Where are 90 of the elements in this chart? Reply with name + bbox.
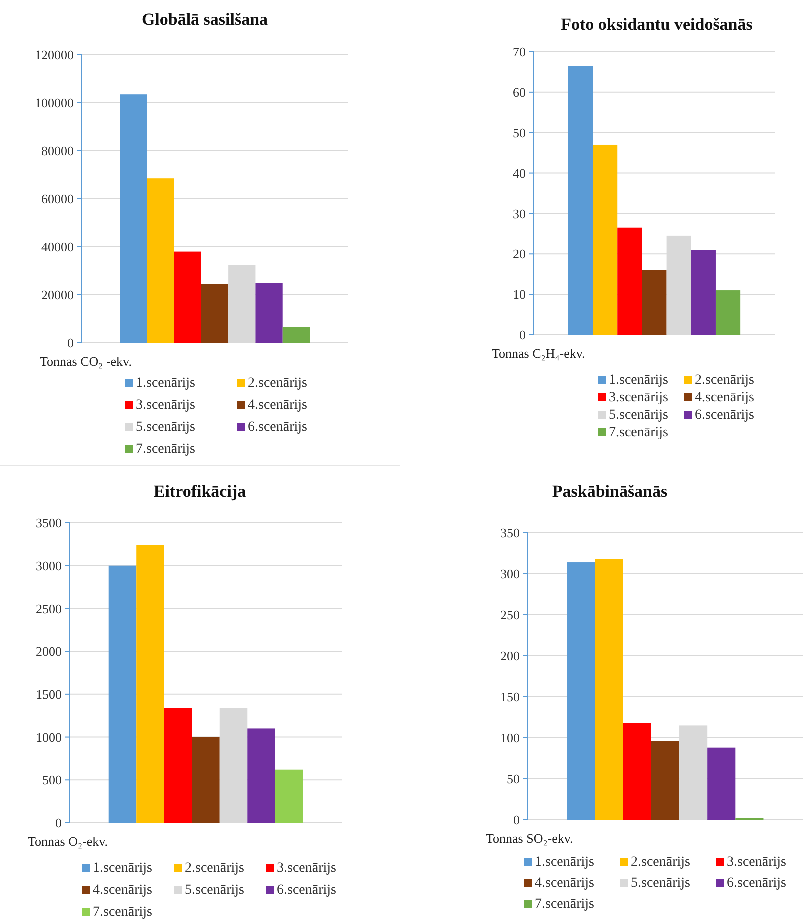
y-tick-label: 150	[500, 690, 520, 705]
y-tick-label: 50	[507, 772, 520, 787]
y-tick-label: 300	[500, 566, 520, 582]
y-tick-label: 60000	[42, 192, 74, 207]
bar	[108, 566, 137, 823]
y-tick-label: 20000	[42, 288, 74, 303]
legend-label: 2.scenārijs	[248, 376, 308, 391]
y-tick-label: 0	[56, 816, 62, 831]
y-tick-label: 200	[500, 648, 520, 664]
legend-label: 7.scenārijs	[93, 905, 152, 920]
legend-label: 4.scenārijs	[93, 883, 152, 898]
legend-label: 4.scenārijs	[248, 398, 308, 413]
bar	[691, 250, 716, 335]
y-tick-label: 1500	[36, 686, 62, 702]
chart-title: Foto oksidantu veidošanās	[561, 15, 754, 34]
y-tick-label: 250	[500, 608, 520, 623]
legend-label: 5.scenārijs	[609, 408, 668, 423]
legend-label: 3.scenārijs	[277, 861, 336, 876]
y-tick-label: 20	[513, 246, 526, 262]
y-tick-label: 0	[514, 812, 520, 828]
bar	[593, 144, 618, 335]
legend-label: 2.scenārijs	[185, 861, 244, 876]
legend-label: 2.scenārijs	[631, 855, 690, 870]
y-tick-label: 50	[513, 125, 526, 140]
y-tick-label: 100	[500, 730, 520, 746]
legend-label: 5.scenārijs	[631, 876, 690, 891]
bar	[192, 737, 220, 823]
y-tick-label: 70	[513, 44, 526, 60]
chart-title: Eitrofikācija	[154, 482, 247, 501]
bar	[642, 270, 667, 335]
legend-label: 3.scenārijs	[136, 398, 196, 413]
bar	[282, 327, 310, 343]
bar	[164, 708, 192, 823]
y-tick-label: 0	[68, 336, 74, 351]
legend-label: 7.scenārijs	[609, 426, 668, 440]
bar	[651, 741, 680, 820]
y-tick-label: 2000	[36, 644, 62, 660]
y-tick-label: 2500	[36, 601, 62, 616]
legend-label: 1.scenārijs	[93, 861, 152, 876]
bar	[275, 770, 304, 823]
y-tick-label: 500	[42, 772, 62, 788]
legend-label: 1.scenārijs	[609, 373, 668, 388]
y-axis-title: Tonnas C₂H₄-ekv.	[492, 346, 586, 361]
legend-label: 1.scenārijs	[136, 376, 196, 391]
bar	[147, 178, 174, 343]
bar	[174, 252, 202, 343]
y-tick-label: 3000	[36, 558, 62, 574]
y-tick-label: 0	[520, 328, 526, 343]
y-tick-label: 3500	[36, 516, 62, 531]
y-tick-label: 10	[513, 287, 526, 302]
legend-label: 6.scenārijs	[695, 408, 754, 423]
bar	[708, 748, 736, 820]
legend-label: 6.scenārijs	[248, 420, 308, 435]
bar	[716, 290, 741, 335]
legend-label: 6.scenārijs	[727, 876, 786, 891]
bar	[595, 559, 624, 820]
legend-label: 1.scenārijs	[535, 855, 594, 870]
legend-label: 3.scenārijs	[727, 855, 786, 870]
y-tick-label: 80000	[42, 144, 74, 159]
legend-label: 4.scenārijs	[695, 390, 754, 406]
legend-label: 5.scenārijs	[136, 420, 196, 435]
bar	[618, 228, 642, 335]
y-tick-label: 40	[513, 166, 526, 181]
y-axis-title: Tonnas CO₂ -ekv.	[40, 354, 132, 369]
y-tick-label: 350	[500, 526, 520, 541]
y-axis-title: Tonnas O₂-ekv.	[28, 834, 108, 849]
bar	[120, 94, 148, 343]
y-tick-label: 100000	[35, 96, 74, 111]
bar	[136, 545, 164, 823]
y-tick-label: 30	[513, 206, 526, 222]
y-tick-label: 60	[513, 84, 526, 100]
bar	[567, 562, 596, 820]
legend-label: 6.scenārijs	[277, 883, 336, 898]
legend-label: 5.scenārijs	[185, 883, 244, 898]
chart-title: Paskābināšanās	[552, 482, 668, 501]
y-axis-title: Tonnas SO₂-ekv.	[486, 831, 574, 846]
bar	[248, 728, 276, 823]
legend-label: 2.scenārijs	[695, 373, 754, 388]
bar	[201, 284, 229, 343]
bar	[568, 66, 594, 335]
legend-label: 3.scenārijs	[609, 390, 668, 406]
y-tick-label: 120000	[35, 48, 74, 63]
legend-label: 4.scenārijs	[535, 876, 594, 891]
y-tick-label: 1000	[36, 730, 62, 745]
legend-label: 7.scenārijs	[535, 897, 594, 912]
chart-title: Globālā sasilšana	[142, 10, 269, 29]
y-tick-label: 40000	[42, 240, 74, 255]
bar	[256, 283, 283, 343]
bar	[623, 723, 652, 820]
legend-label: 7.scenārijs	[136, 442, 196, 457]
